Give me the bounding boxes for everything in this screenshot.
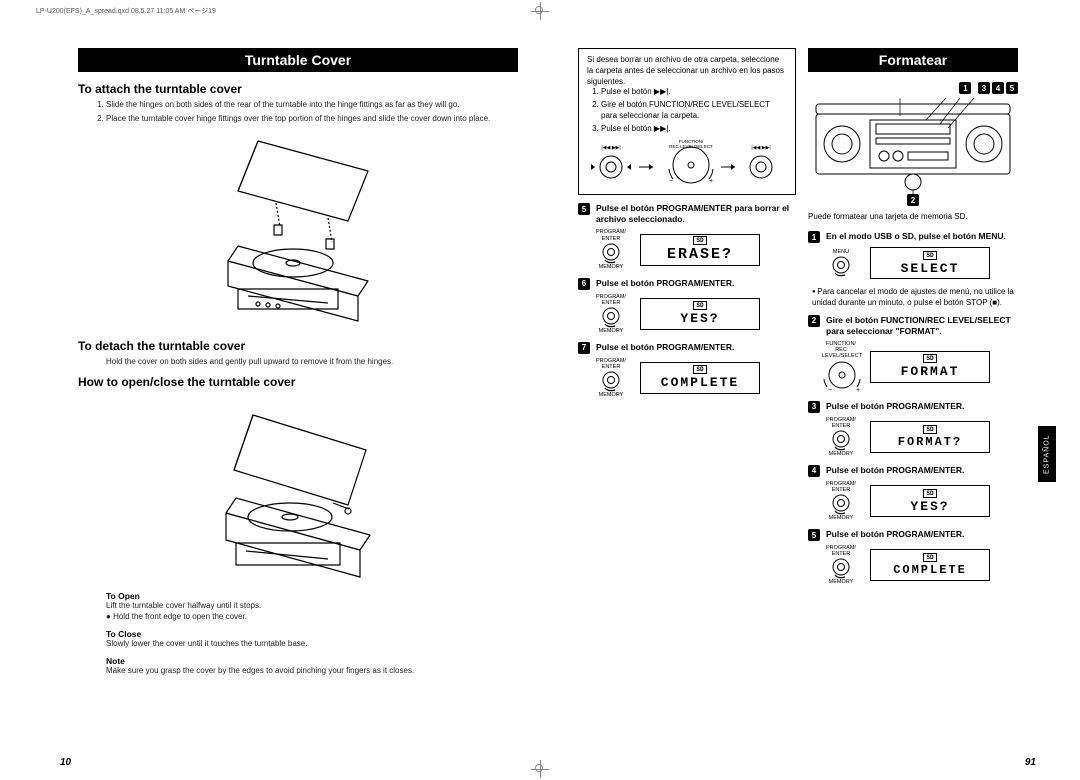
r-step4-text: Pulse el botón PROGRAM/ENTER. (826, 465, 964, 476)
program-enter-btn-graphic: PROGRAM/ ENTER MEMORY (592, 229, 630, 269)
callout-dial-graphic: |◀◀ ▶▶| FUNCTION/ REC LEVEL/SELECT − (587, 137, 787, 185)
page-num-left: 10 (60, 757, 71, 768)
lcd-format: SD FORMAT (870, 351, 990, 383)
step5-num: 5 (578, 203, 590, 215)
to-open-1: Lift the turntable cover halfway until i… (106, 601, 518, 612)
svg-text:|◀◀ ▶▶|: |◀◀ ▶▶| (601, 145, 620, 151)
turntable-attach-illustration (198, 131, 398, 331)
svg-text:−: − (828, 387, 832, 393)
lcd-yes: SD YES? (640, 298, 760, 330)
menu-btn-graphic: MENU (822, 249, 860, 277)
program-enter-btn-graphic: PROGRAM/ ENTER MEMORY (822, 481, 860, 521)
step7-text: Pulse el botón PROGRAM/ENTER. (596, 342, 734, 353)
crop-mark-bottom (531, 760, 549, 778)
lcd-select: SD SELECT (870, 247, 990, 279)
r-step3-text: Pulse el botón PROGRAM/ENTER. (826, 401, 964, 412)
callout-step2: Gire el botón FUNCTION/REC LEVEL/SELECT … (601, 100, 787, 122)
crop-mark-top (531, 2, 549, 20)
right-title: Formatear (808, 48, 1018, 72)
turntable-open-illustration (198, 395, 398, 585)
file-meta: LP-U200(EFS)_A_spread.qxd 08.5.27 11:05 … (36, 6, 216, 16)
program-enter-btn-graphic: PROGRAM/ ENTER MEMORY (592, 358, 630, 398)
attach-steps: Slide the hinges on both sides of the re… (106, 100, 518, 125)
r-step5-row: 5 Pulse el botón PROGRAM/ENTER. (808, 529, 1018, 541)
attach-step2: Place the turntable cover hinge fittings… (106, 114, 518, 125)
r-bullet1: Para cancelar el modo de ajustes de menú… (812, 287, 1018, 309)
page-left: Turntable Cover To attach the turntable … (60, 48, 548, 750)
lcd-complete-r: SD COMPLETE (870, 549, 990, 581)
r-step4-row: 4 Pulse el botón PROGRAM/ENTER. (808, 465, 1018, 477)
function-dial-graphic: FUNCTION/ REC LEVEL/SELECT −+ (822, 341, 860, 393)
program-enter-btn-graphic: PROGRAM/ ENTER MEMORY (592, 294, 630, 334)
page-num-right: 91 (1025, 757, 1036, 768)
svg-text:|◀◀ ▶▶|: |◀◀ ▶▶| (751, 145, 770, 151)
callout-intro: Si desea borrar un archivo de otra carpe… (587, 55, 787, 87)
svg-text:+: + (856, 387, 860, 393)
page-right: Si desea borrar un archivo de otra carpe… (548, 48, 1036, 750)
left-title: Turntable Cover (78, 48, 518, 72)
step6-row: 6 Pulse el botón PROGRAM/ENTER. (578, 278, 796, 290)
r-step1-text: En el modo USB o SD, pulse el botón MENU… (826, 231, 1006, 242)
r-step1-row: 1 En el modo USB o SD, pulse el botón ME… (808, 231, 1018, 243)
format-intro: Puede formatear una tarjeta de memoria S… (808, 212, 1018, 221)
step7-row: 7 Pulse el botón PROGRAM/ENTER. (578, 342, 796, 354)
r-step2-row: 2 Gire el botón FUNCTION/REC LEVEL/SELEC… (808, 315, 1018, 337)
step5-text: Pulse el botón PROGRAM/ENTER para borrar… (596, 203, 796, 225)
to-close-head: To Close (106, 629, 518, 639)
to-open-head: To Open (106, 591, 518, 601)
r-step3-row: 3 Pulse el botón PROGRAM/ENTER. (808, 401, 1018, 413)
svg-text:+: + (709, 178, 713, 185)
callout-step3: Pulse el botón ▶▶|. (601, 124, 787, 135)
program-enter-btn-graphic: PROGRAM/ ENTER MEMORY (822, 417, 860, 457)
detach-text: Hold the cover on both sides and gently … (106, 357, 518, 368)
openclose-heading: How to open/close the turntable cover (78, 375, 518, 389)
erase-column: Si desea borrar un archivo de otra carpe… (578, 48, 796, 593)
device-illustration (808, 98, 1018, 194)
detach-heading: To detach the turntable cover (78, 339, 518, 353)
language-tab: ESPAÑOL (1038, 426, 1056, 482)
svg-text:REC LEVEL/SELECT: REC LEVEL/SELECT (669, 144, 713, 149)
callout-nums-top: 1 345 (959, 82, 1018, 94)
lcd-erase: SD ERASE? (640, 234, 760, 266)
lcd-formatq: SD FORMAT? (870, 421, 990, 453)
lcd-complete-mid: SD COMPLETE (640, 362, 760, 394)
program-enter-btn-graphic: PROGRAM/ ENTER MEMORY (822, 545, 860, 585)
folder-callout: Si desea borrar un archivo de otra carpe… (578, 48, 796, 195)
step5-row: 5 Pulse el botón PROGRAM/ENTER para borr… (578, 203, 796, 225)
r-step2-text: Gire el botón FUNCTION/REC LEVEL/SELECT … (826, 315, 1018, 337)
to-close-text: Slowly lower the cover until it touches … (106, 639, 518, 650)
attach-heading: To attach the turntable cover (78, 82, 518, 96)
to-open-2: ● Hold the front edge to open the cover. (106, 612, 518, 623)
lcd-yes-r: SD YES? (870, 485, 990, 517)
attach-step1: Slide the hinges on both sides of the re… (106, 100, 518, 111)
step6-num: 6 (578, 278, 590, 290)
step7-num: 7 (578, 342, 590, 354)
svg-text:−: − (669, 178, 673, 185)
r-step5-text: Pulse el botón PROGRAM/ENTER. (826, 529, 964, 540)
callout-num-2: 2 (907, 194, 919, 206)
callout-step1: Pulse el botón ▶▶|. (601, 87, 787, 98)
format-column: Formatear 1 345 (808, 48, 1018, 593)
note-head: Note (106, 656, 518, 666)
note-text: Make sure you grasp the cover by the edg… (106, 666, 518, 677)
step6-text: Pulse el botón PROGRAM/ENTER. (596, 278, 734, 289)
